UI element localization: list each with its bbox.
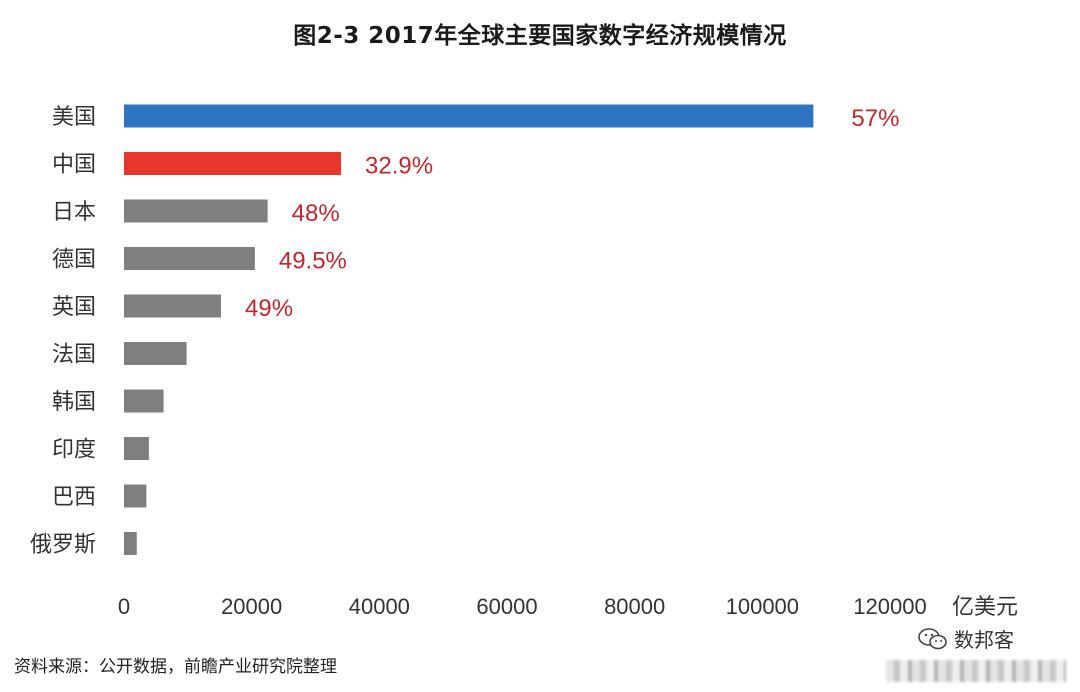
bar-4 <box>124 294 222 318</box>
x-axis-unit-label: 亿美元 <box>952 595 1018 620</box>
share-label-2: 48% <box>292 200 340 227</box>
bar-5 <box>124 342 187 365</box>
blurred-text <box>886 660 1066 682</box>
x-tick-label-0: 0 <box>118 594 130 619</box>
chart-title: 图2-3 2017年全球主要国家数字经济规模情况 <box>293 23 787 49</box>
wechat-icon <box>918 627 947 649</box>
category-label-6: 韩国 <box>52 390 96 415</box>
category-label-5: 法国 <box>52 343 96 368</box>
category-label-7: 印度 <box>52 438 96 463</box>
x-tick-label-1: 20000 <box>221 594 282 619</box>
source-note: 资料来源：公开数据，前瞻产业研究院整理 <box>14 657 337 677</box>
annotation-labels-group: 57% 32.9% 48% 49.5% 49% <box>245 105 899 322</box>
wechat-account-name: 数邦客 <box>954 628 1014 652</box>
category-label-4: 英国 <box>52 295 96 320</box>
x-tick-label-6: 120000 <box>853 594 926 619</box>
bar-1 <box>124 152 342 175</box>
x-tick-label-4: 80000 <box>604 594 665 619</box>
category-label-1: 中国 <box>52 153 96 178</box>
x-tick-labels-group: 0 20000 40000 60000 80000 100000 120000 <box>118 594 927 619</box>
x-tick-label-5: 100000 <box>726 594 799 619</box>
category-label-9: 俄罗斯 <box>30 533 96 558</box>
bar-8 <box>124 484 147 508</box>
bar-0 <box>124 104 814 128</box>
bar-7 <box>124 437 149 460</box>
bar-9 <box>124 532 137 555</box>
category-label-8: 巴西 <box>52 485 96 510</box>
wechat-watermark: 数邦客 <box>918 624 1014 653</box>
bar-6 <box>124 389 164 413</box>
share-label-3: 49.5% <box>279 248 347 275</box>
category-label-2: 日本 <box>52 200 96 225</box>
bar-2 <box>124 199 268 223</box>
bars-group <box>124 104 814 555</box>
x-tick-label-2: 40000 <box>349 594 410 619</box>
x-tick-label-3: 60000 <box>476 594 537 619</box>
share-label-4: 49% <box>245 295 293 322</box>
share-label-1: 32.9% <box>365 153 433 180</box>
category-label-0: 美国 <box>52 105 96 130</box>
bar-3 <box>124 247 255 270</box>
share-label-0: 57% <box>851 105 899 132</box>
category-label-3: 德国 <box>52 248 96 273</box>
